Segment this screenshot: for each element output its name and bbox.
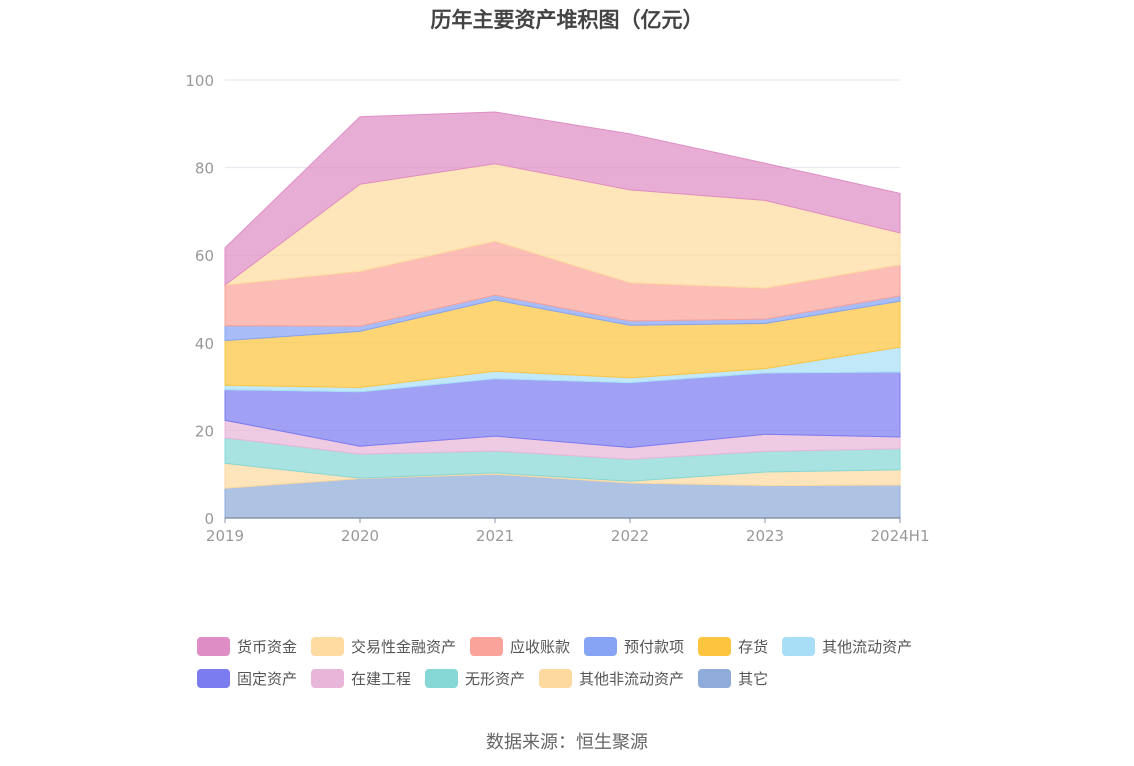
legend-item[interactable]: 其他非流动资产 [539, 668, 684, 689]
legend-swatch [197, 668, 230, 688]
legend-row: 货币资金 交易性金融资产 应收账款 预付款项 存货 其他流动资产 [197, 630, 957, 662]
legend-swatch [470, 636, 504, 656]
legend-label: 其他流动资产 [822, 637, 913, 656]
legend-label: 固定资产 [237, 669, 298, 688]
legend-label: 其他非流动资产 [579, 669, 685, 688]
legend-swatch [311, 668, 345, 688]
legend-label: 其它 [738, 669, 769, 688]
x-tick-label: 2019 [206, 527, 244, 545]
x-tick-label: 2022 [611, 527, 649, 545]
legend-label: 交易性金融资产 [351, 637, 457, 656]
stacked-area-chart: 0 20 40 60 80 100 2019 2020 2021 2022 2023 2024H1 [185, 72, 929, 545]
legend-item[interactable]: 其他流动资产 [782, 636, 912, 657]
legend-swatch [698, 668, 732, 688]
legend-swatch [311, 636, 345, 656]
legend-swatch [539, 668, 573, 688]
legend-label: 存货 [738, 637, 769, 656]
legend-item[interactable]: 固定资产 [197, 668, 297, 689]
legend-item[interactable]: 无形资产 [425, 668, 525, 689]
area-货币资金 [224, 111, 901, 286]
legend-item[interactable]: 应收账款 [470, 636, 570, 657]
legend-label: 无形资产 [465, 669, 526, 688]
legend-swatch [425, 668, 459, 688]
legend-item[interactable]: 交易性金融资产 [311, 636, 456, 657]
legend-item[interactable]: 其它 [698, 668, 768, 689]
legend-label: 货币资金 [237, 637, 298, 656]
legend-row: 固定资产 在建工程 无形资产 其他非流动资产 其它 [197, 662, 957, 694]
y-tick-label: 80 [195, 160, 214, 178]
legend-item[interactable]: 在建工程 [311, 668, 411, 689]
y-tick-label: 0 [204, 510, 214, 528]
legend-swatch [698, 636, 732, 656]
y-tick-label: 20 [195, 422, 214, 440]
x-tick-label: 2021 [476, 527, 514, 545]
legend-label: 在建工程 [351, 669, 412, 688]
legend-item[interactable]: 存货 [698, 636, 768, 657]
x-tick-label: 2024H1 [871, 527, 930, 545]
data-source-note: 数据来源：恒生聚源 [486, 732, 648, 753]
area-series [223, 111, 901, 519]
legend-label: 应收账款 [510, 637, 571, 656]
x-tick-label: 2020 [341, 527, 379, 545]
legend-item[interactable]: 预付款项 [584, 636, 684, 657]
legend-swatch [197, 636, 230, 656]
chart-title: 历年主要资产堆积图（亿元） [430, 8, 704, 32]
y-tick-label: 100 [185, 72, 214, 90]
legend: 货币资金 交易性金融资产 应收账款 预付款项 存货 其他流动资产固定资产 在建工程 无形资产 其… [197, 630, 957, 694]
y-tick-label: 40 [195, 335, 214, 353]
legend-swatch [584, 636, 618, 656]
x-tick-label: 2023 [746, 527, 784, 545]
y-tick-label: 60 [195, 247, 214, 265]
axes: 0 20 40 60 80 100 2019 2020 2021 2022 2023 2024H1 [185, 72, 929, 545]
legend-item[interactable]: 货币资金 [197, 636, 297, 657]
legend-label: 预付款项 [624, 637, 685, 656]
legend-swatch [782, 636, 816, 656]
